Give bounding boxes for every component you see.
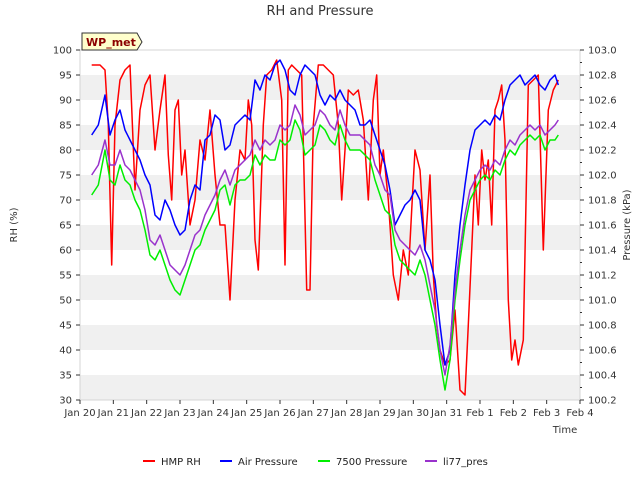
x-tick-label: Jan 31 [430,408,462,419]
right-tick-label: 100.8 [588,321,617,332]
right-tick-label: 102.6 [588,96,617,107]
series-line-hmp-rh [91,59,559,396]
legend-label: li77_pres [443,457,488,468]
badge-label: WP_met [86,36,136,49]
x-tick-label: Jan 25 [230,408,262,419]
x-tick-label: Jan 20 [63,408,95,419]
x-tick-label: Jan 27 [297,408,329,419]
left-tick-label: 55 [59,271,72,282]
series-line-air-pressure [91,59,560,366]
chart-title: RH and Pressure [266,4,373,19]
right-tick-label: 100.2 [588,396,617,407]
right-tick-label: 101.8 [588,196,617,207]
left-tick-label: 30 [59,396,72,407]
x-tick-label: Feb 2 [500,408,527,419]
legend-label: HMP RH [161,457,201,468]
right-tick-label: 102.2 [588,146,617,157]
left-y-axis-label: RH (%) [9,207,20,242]
x-tick-label: Jan 30 [397,408,429,419]
right-tick-label: 103.0 [588,46,617,57]
left-tick-label: 35 [59,371,72,382]
legend-label: Air Pressure [238,457,298,468]
x-tick-label: Feb 3 [533,408,560,419]
grid-band [80,275,580,300]
grid-band [80,250,580,275]
left-tick-label: 40 [59,346,72,357]
left-tick-label: 85 [59,121,72,132]
right-tick-label: 102.8 [588,71,617,82]
grid-band [80,350,580,375]
x-tick-label: Jan 29 [363,408,395,419]
grid-band [80,325,580,350]
left-tick-label: 100 [53,46,72,57]
left-tick-label: 75 [59,171,72,182]
grid-band [80,300,580,325]
x-axis-label: Time [552,425,577,436]
legend-label: 7500 Pressure [336,457,407,468]
grid-band [80,125,580,150]
left-tick-label: 80 [59,146,72,157]
series-layer [91,59,560,396]
right-tick-label: 101.6 [588,221,617,232]
left-tick-label: 65 [59,221,72,232]
right-tick-label: 101.0 [588,296,617,307]
right-tick-label: 100.6 [588,346,617,357]
right-tick-label: 101.4 [588,246,617,257]
right-tick-label: 102.0 [588,171,617,182]
grid-band [80,225,580,250]
x-ticks: Jan 20 Jan 21 Jan 22 Jan 23 Jan 24 Jan 25 Jan … [63,400,594,419]
x-tick-label: Jan 28 [330,408,362,419]
left-tick-label: 45 [59,321,72,332]
series-line-li77-pres [91,104,559,376]
badge-shape [81,32,143,51]
right-tick-label: 101.2 [588,271,617,282]
grid-band [80,175,580,200]
x-tick-label: Feb 1 [466,408,493,419]
site-badge: WP_met [81,32,143,51]
x-tick-label: Jan 22 [130,408,162,419]
x-tick-label: Jan 26 [263,408,295,419]
left-y-ticks: 30 35 40 45 50 55 60 65 70 75 80 85 90 95 100 [53,46,80,407]
x-tick-label: Feb 4 [566,408,593,419]
grid-bands [80,50,580,400]
right-y-axis-label: Pressure (kPa) [622,189,633,260]
left-tick-label: 50 [59,296,72,307]
left-tick-label: 60 [59,246,72,257]
x-tick-label: Jan 24 [197,408,229,419]
legend: HMP RH Air Pressure 7500 Pressure li77_pres [143,457,488,468]
right-y-ticks: 100.2 100.4 100.6 100.8 101.0 101.2 101.4 101.6… [580,46,617,407]
right-tick-label: 100.4 [588,371,617,382]
series-line-7500-pressure [91,119,559,391]
grid-band [80,375,580,400]
grid-band [80,100,580,125]
left-tick-label: 90 [59,96,72,107]
right-tick-label: 102.4 [588,121,617,132]
left-tick-label: 70 [59,196,72,207]
x-tick-label: Jan 21 [97,408,129,419]
x-tick-label: Jan 23 [163,408,195,419]
left-tick-label: 95 [59,71,72,82]
